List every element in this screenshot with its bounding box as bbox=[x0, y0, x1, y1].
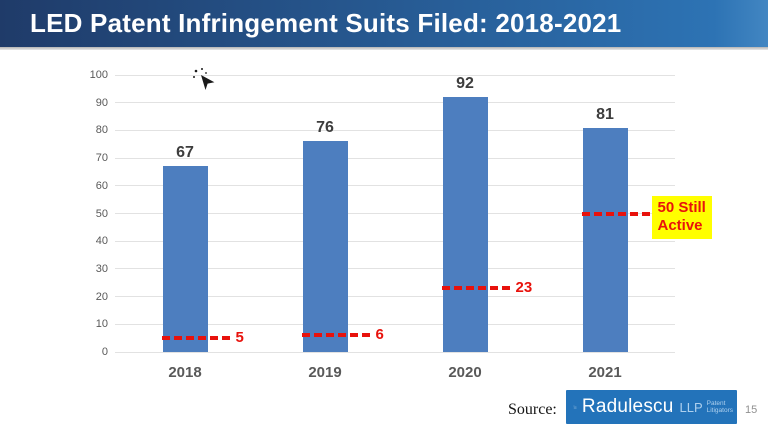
y-axis-tick-label: 30 bbox=[95, 262, 108, 275]
x-axis-category-label: 2020 bbox=[448, 364, 482, 381]
page-title: LED Patent Infringement Suits Filed: 201… bbox=[30, 8, 622, 38]
annotation-dashed-line bbox=[441, 286, 512, 291]
title-divider bbox=[0, 47, 768, 50]
annotation-highlight-box: 50 Still Active bbox=[651, 195, 712, 239]
dot-grid-logo-icon bbox=[573, 405, 577, 409]
y-axis-tick-label: 90 bbox=[95, 96, 108, 109]
bar-2018 bbox=[162, 166, 208, 352]
bar-2019 bbox=[302, 141, 348, 352]
gridline bbox=[115, 296, 675, 298]
bar-value-label: 67 bbox=[176, 144, 194, 162]
source-label: Source: bbox=[508, 401, 557, 418]
logo-company-name: Radulescu bbox=[581, 396, 674, 417]
bar-value-label: 81 bbox=[596, 105, 614, 123]
x-axis-category-label: 2021 bbox=[588, 364, 622, 381]
annotation-dashed-line bbox=[301, 333, 372, 338]
annotation-label: 5 bbox=[235, 329, 244, 347]
x-axis-category-label: 2019 bbox=[308, 364, 342, 381]
logo-llp-suffix: LLP bbox=[679, 399, 703, 415]
gridline bbox=[115, 74, 675, 76]
gridline bbox=[115, 213, 675, 214]
page-number: 15 bbox=[745, 404, 758, 416]
y-axis-tick-label: 20 bbox=[95, 290, 108, 303]
gridline bbox=[115, 185, 675, 187]
gridline bbox=[115, 268, 675, 270]
bar-value-label: 92 bbox=[456, 75, 474, 93]
x-axis-category-label: 2018 bbox=[168, 364, 202, 381]
radulescu-logo: Radulescu LLP Patent Litigators bbox=[566, 390, 737, 424]
gridline bbox=[115, 323, 675, 325]
y-axis-tick-label: 10 bbox=[95, 318, 108, 331]
slide-title-bar: LED Patent Infringement Suits Filed: 201… bbox=[0, 0, 768, 47]
y-axis-tick-label: 40 bbox=[95, 235, 108, 248]
arrow-cursor-icon bbox=[193, 68, 215, 90]
gridline bbox=[115, 351, 675, 353]
y-axis-tick-label: 80 bbox=[95, 124, 108, 137]
y-axis-tick-label: 50 bbox=[95, 207, 108, 220]
bar-2021 bbox=[582, 127, 628, 352]
chart: 0 10 20 30 40 50 60 70 80 90 100 67 2018 76 2019 92 2020… bbox=[0, 50, 768, 431]
gridline bbox=[115, 102, 675, 104]
gridline bbox=[115, 157, 675, 159]
annotation-label: 6 bbox=[375, 326, 384, 344]
gridline bbox=[115, 240, 675, 242]
bar-value-label: 76 bbox=[316, 119, 334, 137]
gridline bbox=[115, 129, 675, 131]
bar-2020 bbox=[442, 97, 488, 352]
logo-tagline: Patent Litigators bbox=[706, 399, 733, 414]
annotation-dashed-line bbox=[581, 211, 652, 216]
y-axis-tick-label: 60 bbox=[95, 179, 108, 192]
annotation-label: 23 bbox=[515, 279, 533, 297]
annotation-dashed-line bbox=[161, 336, 232, 341]
y-axis-tick-label: 0 bbox=[101, 346, 108, 358]
y-axis-tick-label: 100 bbox=[89, 69, 108, 81]
y-axis-tick-label: 70 bbox=[95, 152, 108, 165]
